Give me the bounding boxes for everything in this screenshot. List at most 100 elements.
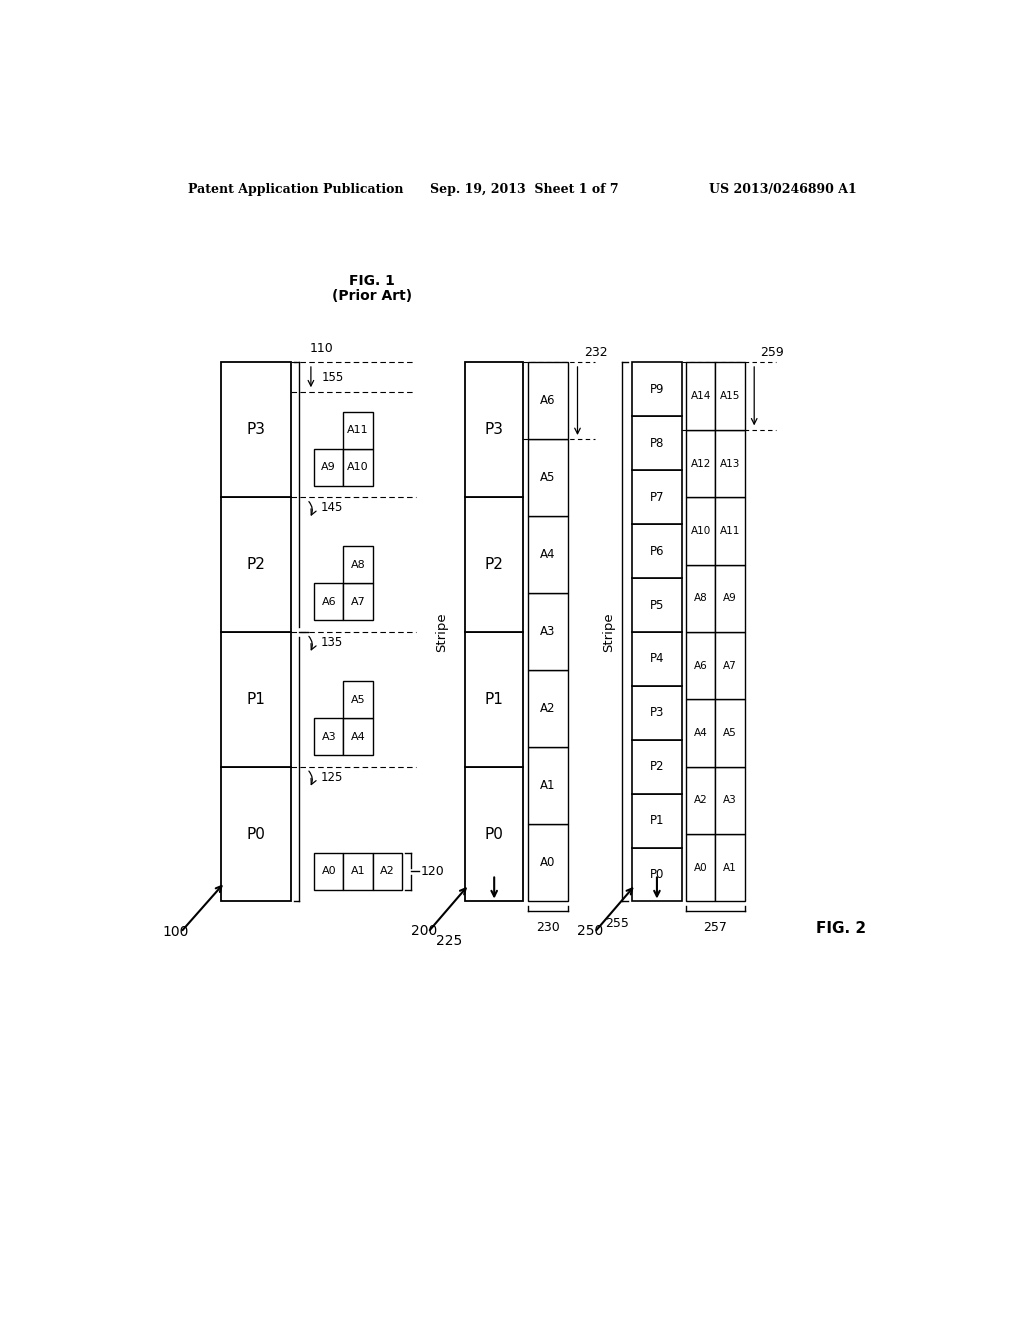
Bar: [716, 363, 744, 430]
Bar: [632, 470, 682, 524]
Bar: [528, 363, 568, 440]
Text: P7: P7: [649, 491, 665, 504]
Text: A2: A2: [380, 866, 395, 876]
Text: A0: A0: [541, 857, 556, 870]
Text: 120: 120: [420, 865, 444, 878]
Text: Stripe: Stripe: [435, 612, 449, 652]
Bar: [632, 739, 682, 793]
Text: 135: 135: [321, 636, 342, 649]
Bar: [632, 363, 682, 416]
Text: P1: P1: [484, 692, 504, 706]
Text: P0: P0: [650, 869, 665, 880]
Text: 110: 110: [309, 342, 333, 355]
Bar: [716, 834, 744, 902]
Text: A13: A13: [720, 458, 740, 469]
Bar: [686, 565, 716, 632]
Bar: [465, 363, 523, 498]
Text: P8: P8: [650, 437, 665, 450]
Text: P2: P2: [247, 557, 265, 572]
Bar: [716, 767, 744, 834]
Text: A1: A1: [541, 779, 556, 792]
Text: (Prior Art): (Prior Art): [332, 289, 413, 304]
Text: A3: A3: [322, 731, 336, 742]
Bar: [632, 793, 682, 847]
Bar: [343, 412, 373, 449]
Bar: [632, 686, 682, 739]
Bar: [343, 681, 373, 718]
Text: P4: P4: [649, 652, 665, 665]
Bar: [632, 416, 682, 470]
Text: 225: 225: [435, 935, 462, 949]
Text: A3: A3: [723, 796, 737, 805]
Text: P3: P3: [484, 422, 504, 437]
Bar: [716, 430, 744, 498]
Bar: [528, 747, 568, 825]
Text: 232: 232: [584, 346, 607, 359]
Text: FIG. 1: FIG. 1: [349, 275, 395, 288]
Text: 259: 259: [761, 346, 784, 359]
Bar: [343, 718, 373, 755]
Text: A12: A12: [690, 458, 711, 469]
Bar: [686, 767, 716, 834]
Text: A5: A5: [723, 729, 737, 738]
Bar: [632, 847, 682, 902]
Text: A0: A0: [694, 863, 708, 873]
Bar: [528, 594, 568, 671]
Bar: [465, 498, 523, 632]
Text: 125: 125: [321, 771, 343, 784]
Text: A6: A6: [541, 395, 556, 408]
Text: P9: P9: [649, 383, 665, 396]
Bar: [686, 632, 716, 700]
Text: A9: A9: [723, 593, 737, 603]
Bar: [716, 498, 744, 565]
Text: A0: A0: [322, 866, 336, 876]
Bar: [221, 498, 291, 632]
Text: A3: A3: [541, 626, 556, 639]
Bar: [686, 834, 716, 902]
Text: A6: A6: [694, 660, 708, 671]
Text: A8: A8: [351, 560, 366, 570]
Bar: [528, 825, 568, 902]
Bar: [632, 632, 682, 686]
Text: Stripe: Stripe: [602, 612, 615, 652]
Text: 155: 155: [322, 371, 344, 384]
Bar: [465, 632, 523, 767]
Text: 200: 200: [411, 924, 437, 937]
Text: A10: A10: [347, 462, 369, 473]
Text: Patent Application Publication: Patent Application Publication: [188, 183, 403, 197]
Text: A4: A4: [351, 731, 366, 742]
Bar: [528, 516, 568, 594]
Text: 257: 257: [703, 921, 727, 935]
Text: P0: P0: [247, 826, 265, 842]
Text: A9: A9: [322, 462, 336, 473]
Bar: [314, 449, 343, 486]
Text: P2: P2: [649, 760, 665, 774]
Text: P1: P1: [649, 814, 665, 828]
Text: A8: A8: [694, 593, 708, 603]
Bar: [314, 853, 343, 890]
Bar: [314, 718, 343, 755]
Text: P2: P2: [484, 557, 504, 572]
Bar: [221, 632, 291, 767]
Text: P3: P3: [247, 422, 265, 437]
Bar: [686, 430, 716, 498]
Bar: [343, 449, 373, 486]
Bar: [314, 583, 343, 620]
Text: A2: A2: [694, 796, 708, 805]
Bar: [632, 578, 682, 632]
Bar: [716, 632, 744, 700]
Text: P0: P0: [484, 826, 504, 842]
Text: A7: A7: [351, 597, 366, 607]
Bar: [716, 565, 744, 632]
Bar: [343, 546, 373, 583]
Text: A4: A4: [541, 548, 556, 561]
Bar: [343, 853, 373, 890]
Text: P6: P6: [649, 545, 665, 557]
Text: A7: A7: [723, 660, 737, 671]
Text: A6: A6: [322, 597, 336, 607]
Bar: [465, 767, 523, 902]
Text: 145: 145: [321, 502, 343, 515]
Text: FIG. 2: FIG. 2: [816, 921, 866, 936]
Text: Sep. 19, 2013  Sheet 1 of 7: Sep. 19, 2013 Sheet 1 of 7: [430, 183, 618, 197]
Text: P1: P1: [247, 692, 265, 706]
